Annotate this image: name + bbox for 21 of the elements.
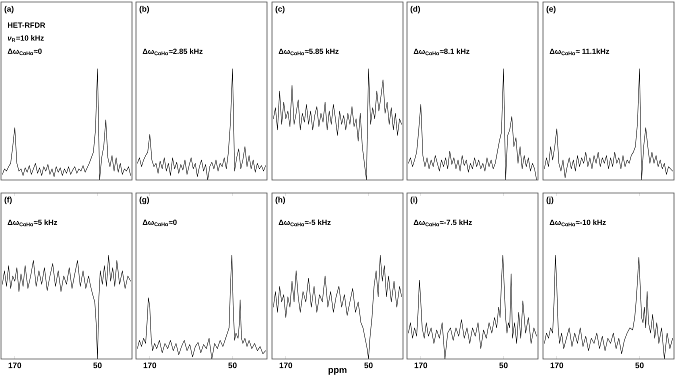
x-tick-label: 50 xyxy=(228,362,237,368)
x-axis-title: ppm xyxy=(328,368,346,375)
x-tick-label: 170 xyxy=(280,362,292,368)
x-tick-label: 50 xyxy=(93,362,102,368)
chart-title: (c) xyxy=(276,6,285,14)
chart-title: (j) xyxy=(546,196,554,204)
chart-title: (b) xyxy=(140,6,149,14)
chart-title: (f) xyxy=(4,196,12,204)
x-tick-label: 170 xyxy=(8,362,22,368)
chart-title: (g) xyxy=(140,196,149,204)
x-tick-label: 170 xyxy=(550,362,564,368)
chart-title: (i) xyxy=(410,196,418,204)
x-tick-label: 50 xyxy=(364,362,373,368)
x-tick-label: 170 xyxy=(414,362,428,368)
chart-title: (h) xyxy=(276,196,285,204)
x-tick-label: 50 xyxy=(499,362,508,368)
x-tick-label: 170 xyxy=(144,362,156,368)
chart-title: (a) xyxy=(4,6,14,14)
chart-title: (d) xyxy=(410,6,420,14)
chart-title: (e) xyxy=(546,6,556,14)
x-tick-label: 50 xyxy=(635,362,644,368)
